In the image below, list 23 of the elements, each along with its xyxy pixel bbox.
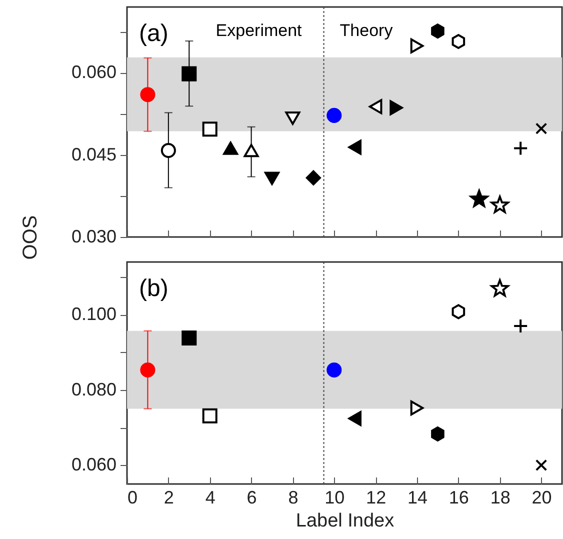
y-tick-label: 0.060 — [71, 62, 116, 82]
x-tick-label: 20 — [532, 488, 552, 508]
x-axis-title: Label Index — [296, 510, 395, 532]
x-tick-label: 0 — [128, 488, 138, 508]
x-tick-label: 16 — [448, 488, 469, 508]
y-axis-title: OOS — [20, 215, 42, 260]
annotation: (b) — [139, 275, 168, 302]
x-tick-label: 12 — [366, 488, 386, 508]
annotation: Experiment — [216, 21, 302, 40]
x-tick-label: 4 — [205, 488, 216, 508]
y-tick-label: 0.100 — [71, 304, 116, 324]
x-tick-label: 2 — [164, 488, 174, 508]
x-tick-label: 14 — [407, 488, 428, 508]
x-tick-label: 8 — [288, 488, 298, 508]
y-tick-label: 0.080 — [71, 379, 116, 400]
x-tick-label: 10 — [324, 488, 345, 508]
y-tick-label: 0.060 — [71, 454, 116, 475]
x-tick-label: 18 — [490, 488, 510, 508]
y-tick-label: 0.030 — [71, 226, 116, 246]
x-tick-label: 6 — [246, 488, 257, 508]
y-tick-label: 0.045 — [71, 144, 116, 164]
annotation: Theory — [340, 21, 394, 40]
annotation: (a) — [139, 20, 168, 47]
